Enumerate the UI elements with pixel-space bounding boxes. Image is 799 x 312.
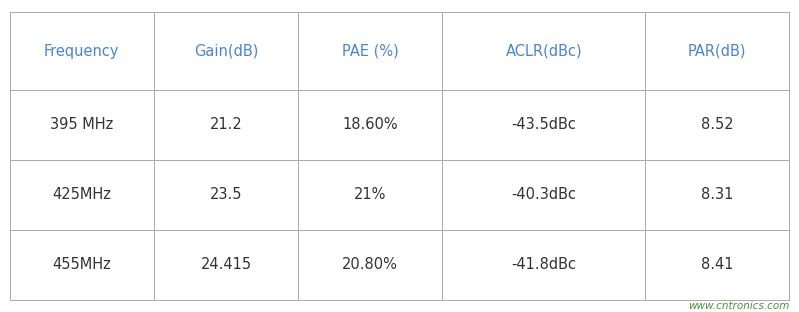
Text: 455MHz: 455MHz (53, 257, 111, 272)
Text: ACLR(dBc): ACLR(dBc) (506, 44, 582, 59)
Text: Gain(dB): Gain(dB) (194, 44, 258, 59)
Text: 8.41: 8.41 (701, 257, 733, 272)
Text: PAR(dB): PAR(dB) (688, 44, 746, 59)
Text: -41.8dBc: -41.8dBc (511, 257, 576, 272)
Text: 23.5: 23.5 (210, 187, 242, 202)
Text: 20.80%: 20.80% (342, 257, 398, 272)
Text: -40.3dBc: -40.3dBc (511, 187, 576, 202)
Text: 21.2: 21.2 (209, 118, 242, 133)
Text: 8.52: 8.52 (701, 118, 733, 133)
Text: 18.60%: 18.60% (343, 118, 398, 133)
Text: 21%: 21% (354, 187, 387, 202)
Text: PAE (%): PAE (%) (342, 44, 399, 59)
Text: www.cntronics.com: www.cntronics.com (688, 301, 789, 311)
Text: 8.31: 8.31 (701, 187, 733, 202)
Text: 425MHz: 425MHz (52, 187, 111, 202)
Text: Frequency: Frequency (44, 44, 120, 59)
Text: 24.415: 24.415 (201, 257, 252, 272)
Text: 395 MHz: 395 MHz (50, 118, 113, 133)
Text: -43.5dBc: -43.5dBc (511, 118, 576, 133)
